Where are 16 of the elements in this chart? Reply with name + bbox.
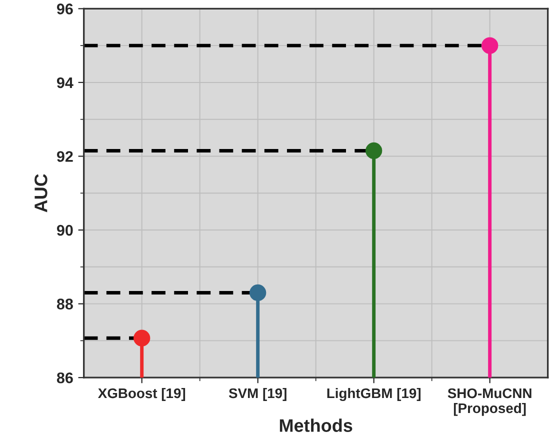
point	[250, 284, 266, 302]
y-tick-label: 88	[56, 298, 73, 310]
point	[366, 142, 382, 160]
y-tick-label: 86	[56, 372, 73, 384]
y-tick-label: 94	[56, 77, 74, 88]
x-tick-label: XGBoost [19]	[98, 388, 186, 401]
x-tick-label: LightGBM [19]	[327, 388, 421, 402]
point	[134, 330, 150, 346]
y-tick-label: 90	[56, 224, 73, 236]
y-tick-label: 92	[56, 151, 73, 162]
x-axis-title: Methods	[280, 418, 352, 432]
y-tick-label: 96	[56, 4, 73, 14]
point	[481, 37, 498, 54]
x-tick-label: SHO-MuCNN [Proposed]	[448, 388, 532, 416]
y-axis-title: AUC	[34, 174, 48, 212]
x-tick-label: SVM [19]	[228, 388, 286, 401]
